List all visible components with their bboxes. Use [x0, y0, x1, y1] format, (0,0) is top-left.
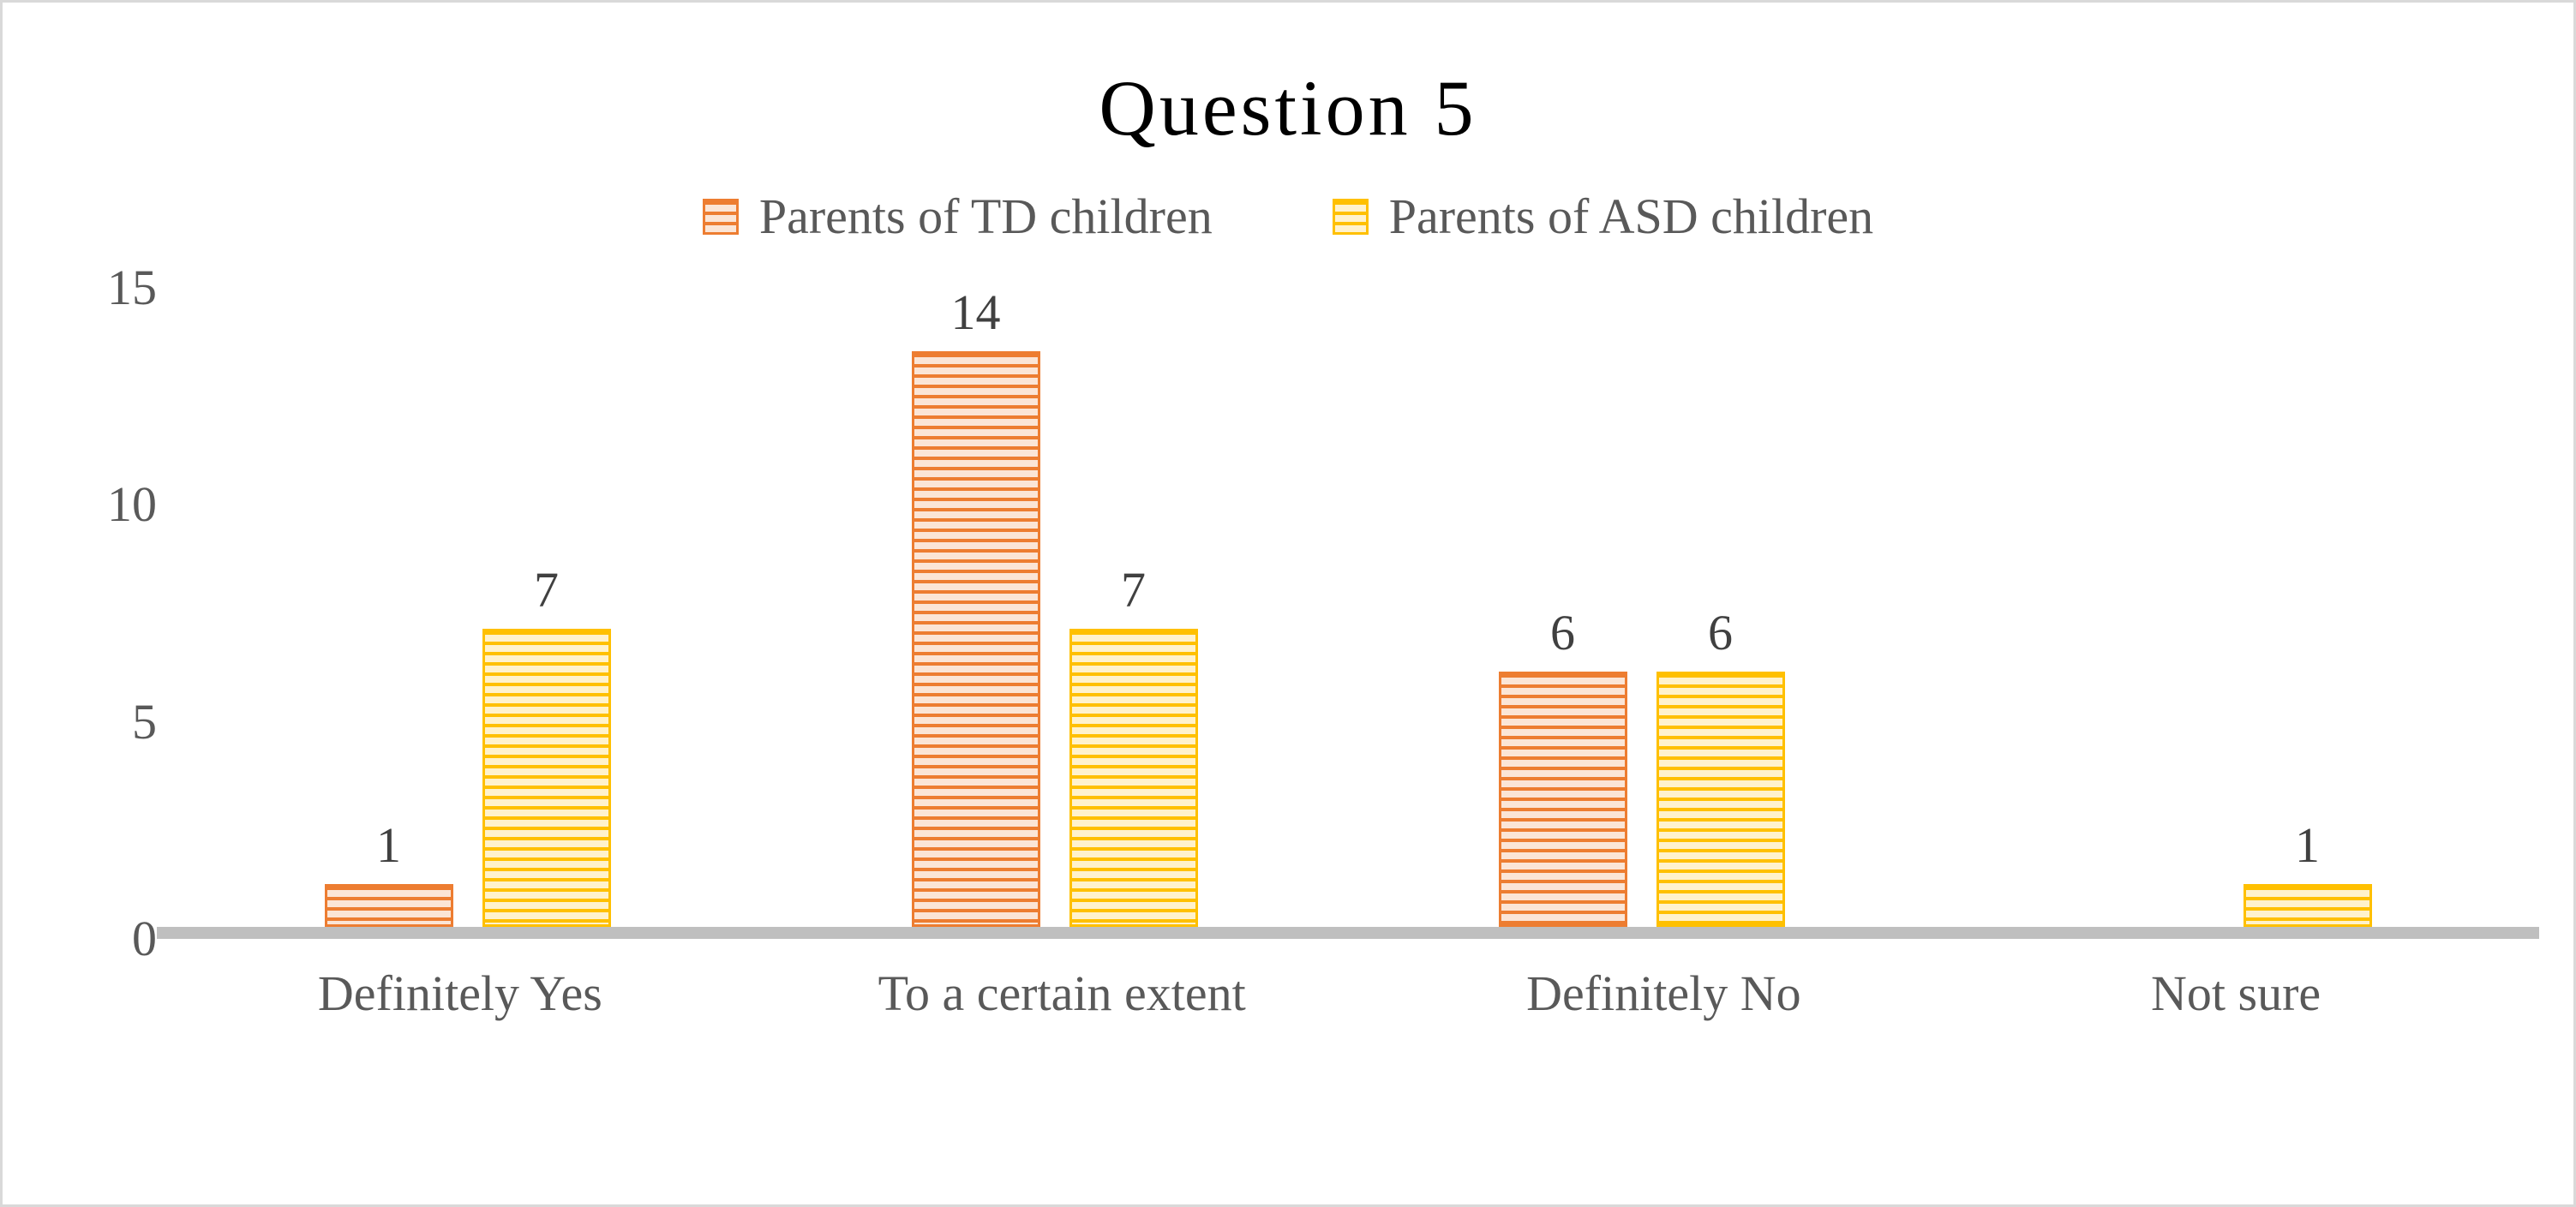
bar-value-label: 6 — [1708, 608, 1733, 658]
bar-wrap — [2086, 288, 2214, 927]
bar — [912, 351, 1040, 927]
x-axis-label: Not sure — [2082, 965, 2390, 1022]
x-axis-label: Definitely Yes — [306, 965, 614, 1022]
y-axis: 051015 — [54, 288, 174, 939]
plot-wrapper: 051015 17147661 — [54, 288, 2522, 939]
legend-label-series-0: Parents of TD children — [759, 188, 1213, 245]
y-tick-label: 15 — [107, 263, 157, 313]
bar-wrap: 7 — [1069, 288, 1198, 927]
bar-value-label: 14 — [951, 288, 1001, 338]
legend: Parents of TD children Parents of ASD ch… — [54, 188, 2522, 245]
legend-item-series-0: Parents of TD children — [703, 188, 1213, 245]
y-tick-label: 0 — [132, 914, 157, 964]
bar — [2244, 884, 2372, 927]
bar-group: 17 — [325, 288, 611, 927]
bar — [1069, 629, 1198, 927]
bar-wrap: 6 — [1656, 288, 1785, 927]
y-tick-label: 10 — [107, 480, 157, 529]
bar-group: 14 7 — [912, 288, 1198, 927]
chart-container: Question 5 Parents of TD children Parent… — [0, 0, 2576, 1207]
x-axis-label: Definitely No — [1509, 965, 1818, 1022]
bar-group: 66 — [1499, 288, 1785, 927]
legend-swatch-series-1 — [1333, 199, 1369, 235]
bar — [1656, 672, 1785, 927]
bar — [1499, 672, 1627, 927]
chart-title: Question 5 — [54, 63, 2522, 153]
bar-value-label: 1 — [376, 821, 401, 870]
y-tick-label: 5 — [132, 697, 157, 747]
baseline — [157, 927, 2539, 939]
plot-area: 17147661 — [174, 288, 2522, 939]
bar-value-label: 6 — [1550, 608, 1575, 658]
legend-swatch-series-0 — [703, 199, 739, 235]
bar-wrap: 6 — [1499, 288, 1627, 927]
bar-wrap: 1 — [325, 288, 453, 927]
bar-value-label: 7 — [534, 565, 559, 615]
bar-group: 1 — [2086, 288, 2372, 927]
x-axis-label: To a certain extent — [878, 965, 1246, 1022]
bar-value-label: 7 — [1121, 565, 1146, 615]
legend-item-series-1: Parents of ASD children — [1333, 188, 1873, 245]
bar — [482, 629, 611, 927]
legend-label-series-1: Parents of ASD children — [1389, 188, 1873, 245]
bar-wrap: 7 — [482, 288, 611, 927]
bar-wrap: 1 — [2244, 288, 2372, 927]
bar-value-label: 1 — [2295, 821, 2320, 870]
bar-groups: 17147661 — [174, 288, 2522, 927]
bar-wrap: 14 — [912, 288, 1040, 927]
x-axis: Definitely Yes To a certain extent Definit… — [174, 965, 2522, 1022]
bar — [325, 884, 453, 927]
